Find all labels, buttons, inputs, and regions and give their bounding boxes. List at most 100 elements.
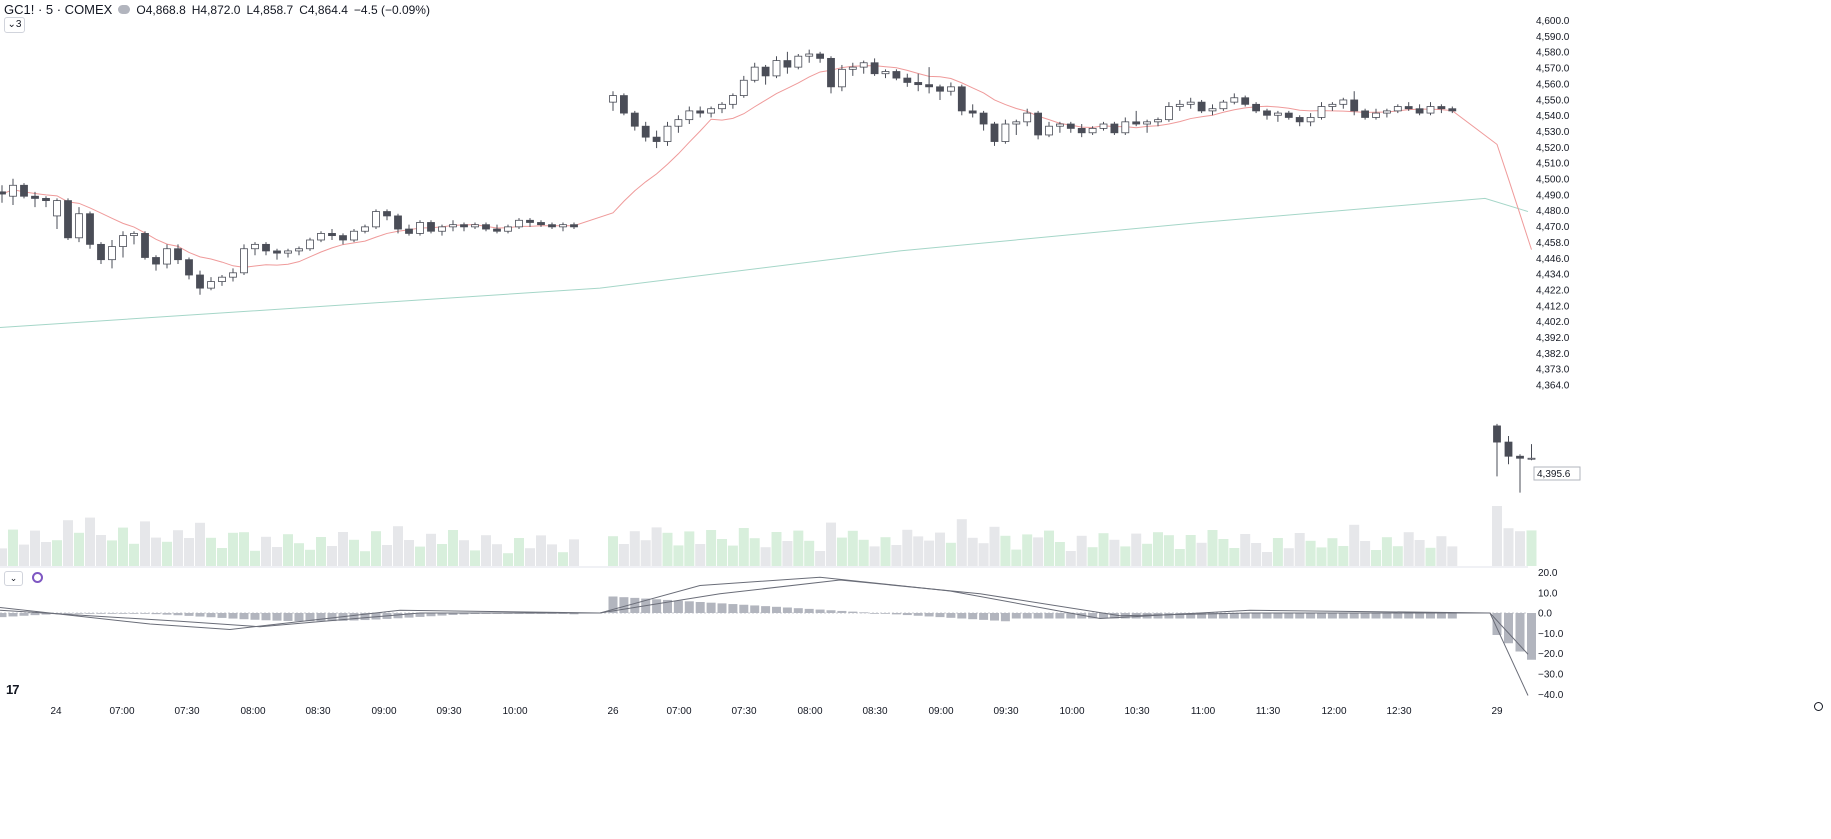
candle-body	[328, 233, 336, 237]
macd-histogram-bar	[173, 613, 183, 616]
macd-line	[0, 576, 1529, 696]
volume-bar	[547, 544, 557, 566]
macd-histogram-bar	[913, 613, 923, 616]
macd-histogram-bar	[448, 613, 458, 615]
time-axis-label: 29	[1491, 706, 1503, 717]
symbol-title[interactable]: GC1! · 5 · COMEX	[4, 2, 113, 17]
volume-bar	[836, 537, 847, 566]
macd-histogram-bar	[826, 610, 836, 613]
candle	[405, 224, 413, 236]
volume-bar	[1262, 552, 1272, 566]
volume-bar	[63, 520, 73, 566]
macd-histogram-bar	[848, 611, 858, 613]
candle	[548, 222, 556, 230]
time-axis-label: 08:00	[797, 706, 822, 717]
eye-icon[interactable]	[118, 5, 131, 14]
candle-body	[1361, 110, 1369, 118]
macd-axis-label: 10.0	[1538, 588, 1558, 599]
candle-body	[750, 66, 759, 81]
candle	[284, 248, 292, 258]
candle-body	[1012, 121, 1021, 125]
volume-bar	[662, 532, 673, 566]
volume-bar	[349, 539, 359, 566]
macd-histogram-bar	[272, 613, 282, 621]
macd-histogram-bar	[804, 608, 814, 613]
volume-bar	[382, 545, 392, 566]
macd-histogram-bar	[946, 613, 956, 618]
macd-histogram-bar	[1317, 613, 1326, 619]
candle-body	[1383, 110, 1391, 114]
volume-bar	[1526, 530, 1537, 566]
macd-pane-toggle-button[interactable]: ⌄	[4, 571, 23, 586]
macd-histogram-bar	[1504, 613, 1513, 644]
chevron-down-icon: ⌄	[9, 573, 18, 583]
candle-body	[1339, 99, 1348, 105]
time-axis-label: 10:00	[1059, 706, 1084, 717]
candle	[416, 220, 424, 236]
macd-histogram-bar	[706, 602, 716, 613]
volume-bar	[426, 533, 436, 566]
time-axis-label: 07:30	[731, 706, 756, 717]
candle-body	[1241, 97, 1250, 105]
volume-bar	[360, 551, 370, 566]
macd-histogram-bar	[30, 613, 40, 616]
macd-histogram-bar	[1066, 613, 1076, 619]
indicators-toggle-button[interactable]: ⌄3	[4, 17, 25, 33]
tradingview-logo[interactable]: 17	[6, 682, 20, 697]
volume-bar	[327, 546, 337, 566]
volume-bar	[618, 544, 629, 566]
macd-histogram-bar	[0, 613, 7, 618]
volume-bar	[902, 529, 913, 566]
macd-axis-label: −20.0	[1538, 649, 1564, 660]
candle	[990, 121, 999, 146]
volume-bar	[151, 537, 161, 566]
candle-body	[438, 226, 446, 232]
candle	[772, 56, 781, 79]
candle	[1339, 97, 1348, 109]
volume-bar	[847, 530, 858, 566]
macd-histogram-bar	[294, 613, 304, 622]
candle-body	[805, 53, 814, 57]
sync-icon[interactable]	[32, 572, 43, 583]
volume-bar	[404, 540, 414, 566]
macd-histogram-bar	[1033, 613, 1043, 619]
macd-histogram-bar	[1262, 613, 1272, 619]
volume-bar	[1153, 532, 1163, 566]
macd-histogram-bar	[8, 613, 18, 617]
candle	[339, 233, 347, 245]
candle	[119, 231, 127, 258]
candle-body	[185, 259, 193, 276]
candle	[1175, 99, 1184, 111]
candle-body	[663, 125, 672, 142]
macd-histogram-bar	[739, 604, 749, 613]
candle-body	[0, 191, 6, 195]
macd-histogram-bar	[1415, 613, 1425, 619]
macd-histogram-bar	[404, 613, 414, 618]
candle-body	[141, 233, 149, 258]
volume-bar	[107, 540, 117, 566]
candle	[729, 93, 737, 109]
candle-body	[1527, 457, 1536, 460]
candle	[979, 110, 988, 131]
gear-icon[interactable]	[1814, 702, 1823, 711]
candle-body	[1165, 106, 1173, 121]
volume-bar	[305, 549, 315, 566]
candle	[229, 268, 237, 282]
candle-body	[729, 95, 737, 105]
candle-body	[229, 272, 237, 278]
price-axis-label: 4,434.0	[1536, 270, 1570, 281]
candle	[251, 242, 259, 256]
volume-bar	[1360, 541, 1371, 566]
volume-bar	[989, 526, 1000, 566]
candle	[1110, 121, 1119, 135]
candle-body	[372, 211, 380, 228]
time-axis-label: 09:00	[928, 706, 953, 717]
macd-histogram-bar	[924, 613, 934, 617]
candle-body	[630, 112, 639, 127]
macd-histogram-bar	[717, 603, 727, 613]
volume-bar	[415, 546, 425, 566]
volume-bar	[1054, 542, 1065, 566]
candle-body	[1077, 127, 1086, 134]
candle	[816, 51, 824, 63]
